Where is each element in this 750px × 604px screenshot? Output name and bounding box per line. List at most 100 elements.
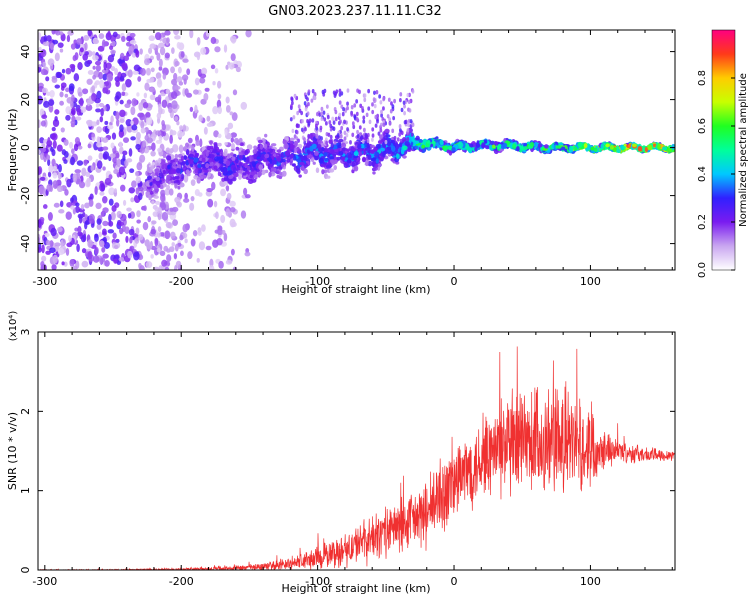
spectrogram-cell [158,157,162,164]
spectrogram-cell [306,111,310,116]
spectrogram-cell [70,197,74,203]
spectrogram-cell [402,145,408,151]
spectrogram-cell [88,218,95,224]
y-tick-label: 2 [19,408,32,415]
spectrogram-cell [135,131,141,140]
spectrogram-cell [126,158,133,163]
spectrogram-cell [204,87,210,92]
spectrogram-cell [102,253,109,259]
spectrogram-cell [136,219,141,224]
spectrogram-cell [127,250,133,259]
spectrogram-cell [421,144,426,149]
spectrogram-cell [97,146,104,152]
spectrogram-cell [544,144,549,149]
spectrogram-cell [107,229,115,234]
spectrogram-cell [400,107,404,113]
spectrogram-cell [87,30,92,37]
spectrogram-cell [193,157,199,163]
spectrogram-cell [70,156,75,166]
spectrogram-cell [72,173,78,183]
spectrogram-cell [181,160,186,165]
spectrogram-cell [47,212,53,221]
spectrogram-cell [119,118,125,124]
spectrogram-cell [161,99,168,108]
spectrogram-cell [127,212,132,219]
spectrogram-cell [196,37,201,46]
spectrogram-cell [52,180,59,189]
spectrogram-cell [132,70,139,75]
spectrogram-cell [130,197,135,203]
spectrogram-cell [307,134,311,140]
spectrogram-cell [239,167,244,171]
spectrogram-cell [208,157,213,163]
spectrogram-cell [179,234,184,241]
spectrogram-cell [213,165,218,170]
spectrogram-cell [79,97,84,107]
spectrogram-cell [150,150,156,157]
spectrogram-cell [407,122,410,128]
spectrogram-cell [96,218,102,225]
spectrogram-cell [329,159,334,164]
spectrogram-cell [384,128,390,133]
spectrogram-cell [123,55,130,62]
spectrogram-cell [225,64,229,70]
spectrogram-cell [74,205,80,214]
spectrogram-cell [71,94,75,102]
spectrogram-cell [96,90,102,100]
spectrogram-cell [129,39,137,45]
spectrogram-cell [391,145,396,152]
spectrogram-cell [370,137,374,143]
spectrogram-cell [164,230,171,240]
spectrogram-cell [56,185,63,193]
spectrogram-cell [162,169,166,175]
spectrogram-cell [118,257,125,262]
spectrogram-cell [135,171,139,177]
spectrogram-cell [41,244,45,254]
spectrogram-cell [334,116,338,122]
spectrogram-cell [218,260,224,269]
spectrogram-cell [82,233,87,242]
spectrogram-cell [38,178,41,185]
spectrogram-cell [332,153,337,157]
spectrogram-cell [297,104,301,109]
spectrogram-cell [351,169,355,174]
spectrogram-cell [82,53,88,61]
spectrogram-cell [43,34,48,43]
spectrogram-cell [158,172,164,177]
spectrogram-cell [87,143,92,149]
spectrogram-cell [218,155,224,161]
spectrogram-cell [112,156,117,164]
spectrogram-cell [351,161,356,167]
spectrogram-cell [257,139,263,144]
spectrogram-cell [76,243,80,253]
spectrogram-cell [86,119,93,125]
spectrogram-cell [311,118,315,123]
spectrogram-cell [98,71,103,80]
spectrogram-cell [73,39,77,45]
spectrogram-cell [54,109,60,115]
spectrogram-cell [47,58,55,66]
snr-plot-area [38,346,675,570]
spectrogram-cell [367,88,371,94]
spectrogram-cell [303,137,306,142]
spectrogram-cell [201,157,206,163]
spectrogram-cell [129,32,136,38]
spectrogram-cell [117,221,124,227]
spectrogram-cell [206,122,213,127]
spectrogram-cell [39,176,46,181]
spectrogram-cell [276,170,280,175]
spectrogram-cell [181,74,189,81]
spectrogram-cell [207,171,211,178]
spectrogram-cell [193,89,199,95]
spectrogram-cell [171,206,179,212]
spectrogram-cell [159,46,166,56]
spectrogram-cell [83,159,88,166]
spectrogram-cell [110,66,116,72]
spectrogram-cell [367,160,373,167]
spectrogram-cell [165,88,170,95]
spectrogram-cell [84,202,90,209]
spectrogram-cell [398,97,402,103]
spectrogram-cell [162,153,167,159]
